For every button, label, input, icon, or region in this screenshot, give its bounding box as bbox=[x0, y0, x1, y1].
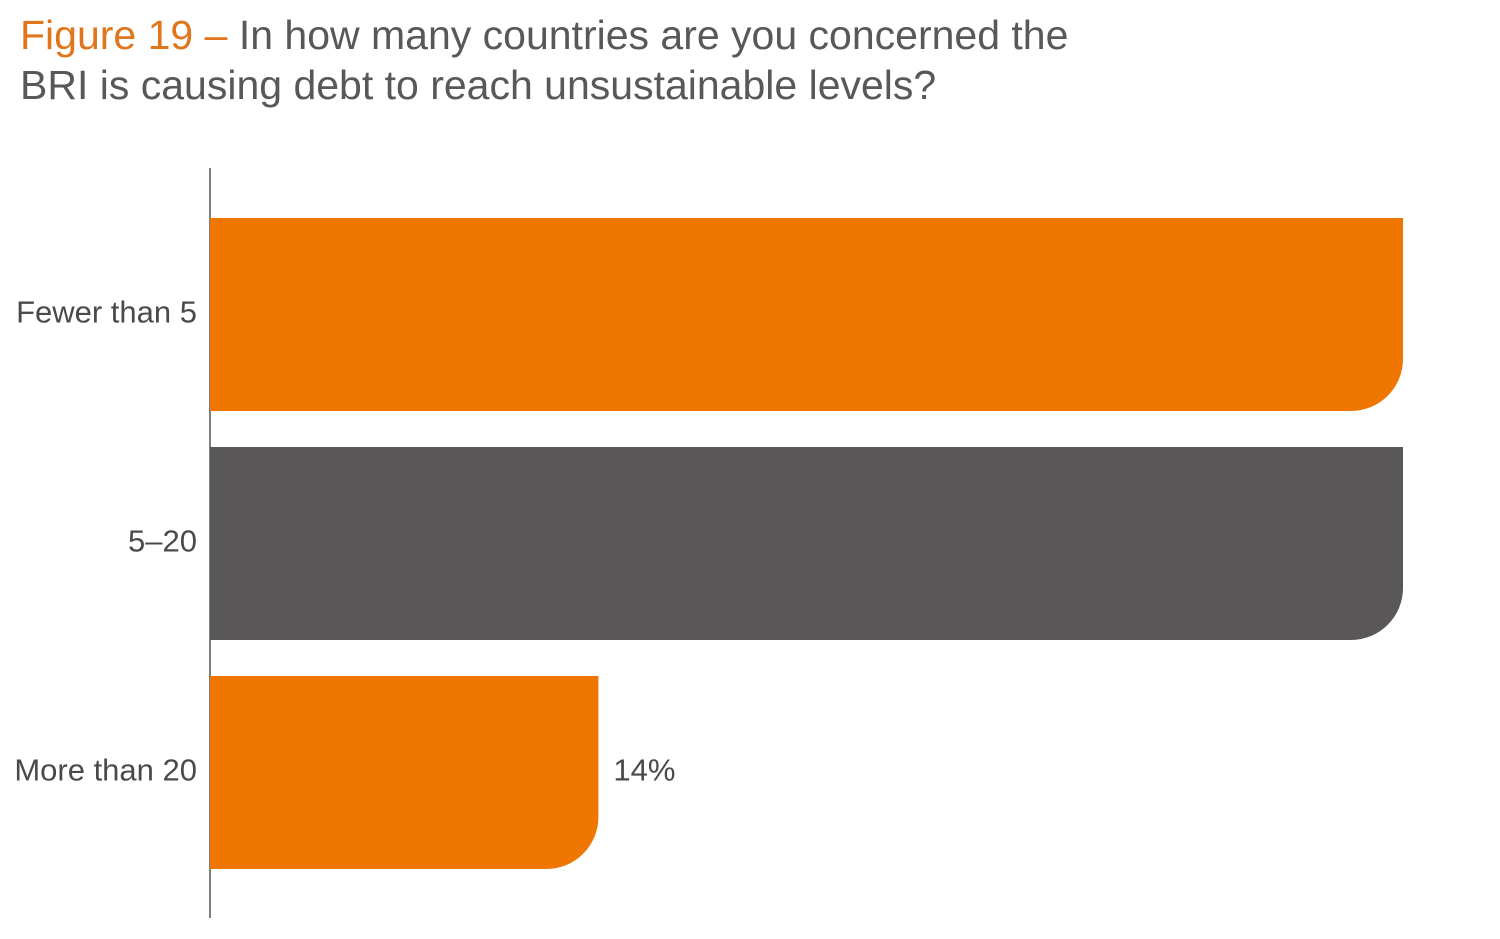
title-block: Figure 19 – In how many countries are yo… bbox=[20, 10, 1120, 110]
figure-label: Figure 19 – bbox=[20, 12, 228, 58]
value-label: 14% bbox=[613, 753, 675, 788]
category-label: 5–20 bbox=[128, 524, 197, 559]
bar bbox=[210, 218, 1403, 411]
category-label: Fewer than 5 bbox=[16, 295, 197, 330]
bar bbox=[210, 676, 599, 869]
bar bbox=[210, 447, 1403, 640]
category-label: More than 20 bbox=[14, 753, 197, 788]
chart-title: In how many countries are you concerned … bbox=[20, 12, 1069, 108]
